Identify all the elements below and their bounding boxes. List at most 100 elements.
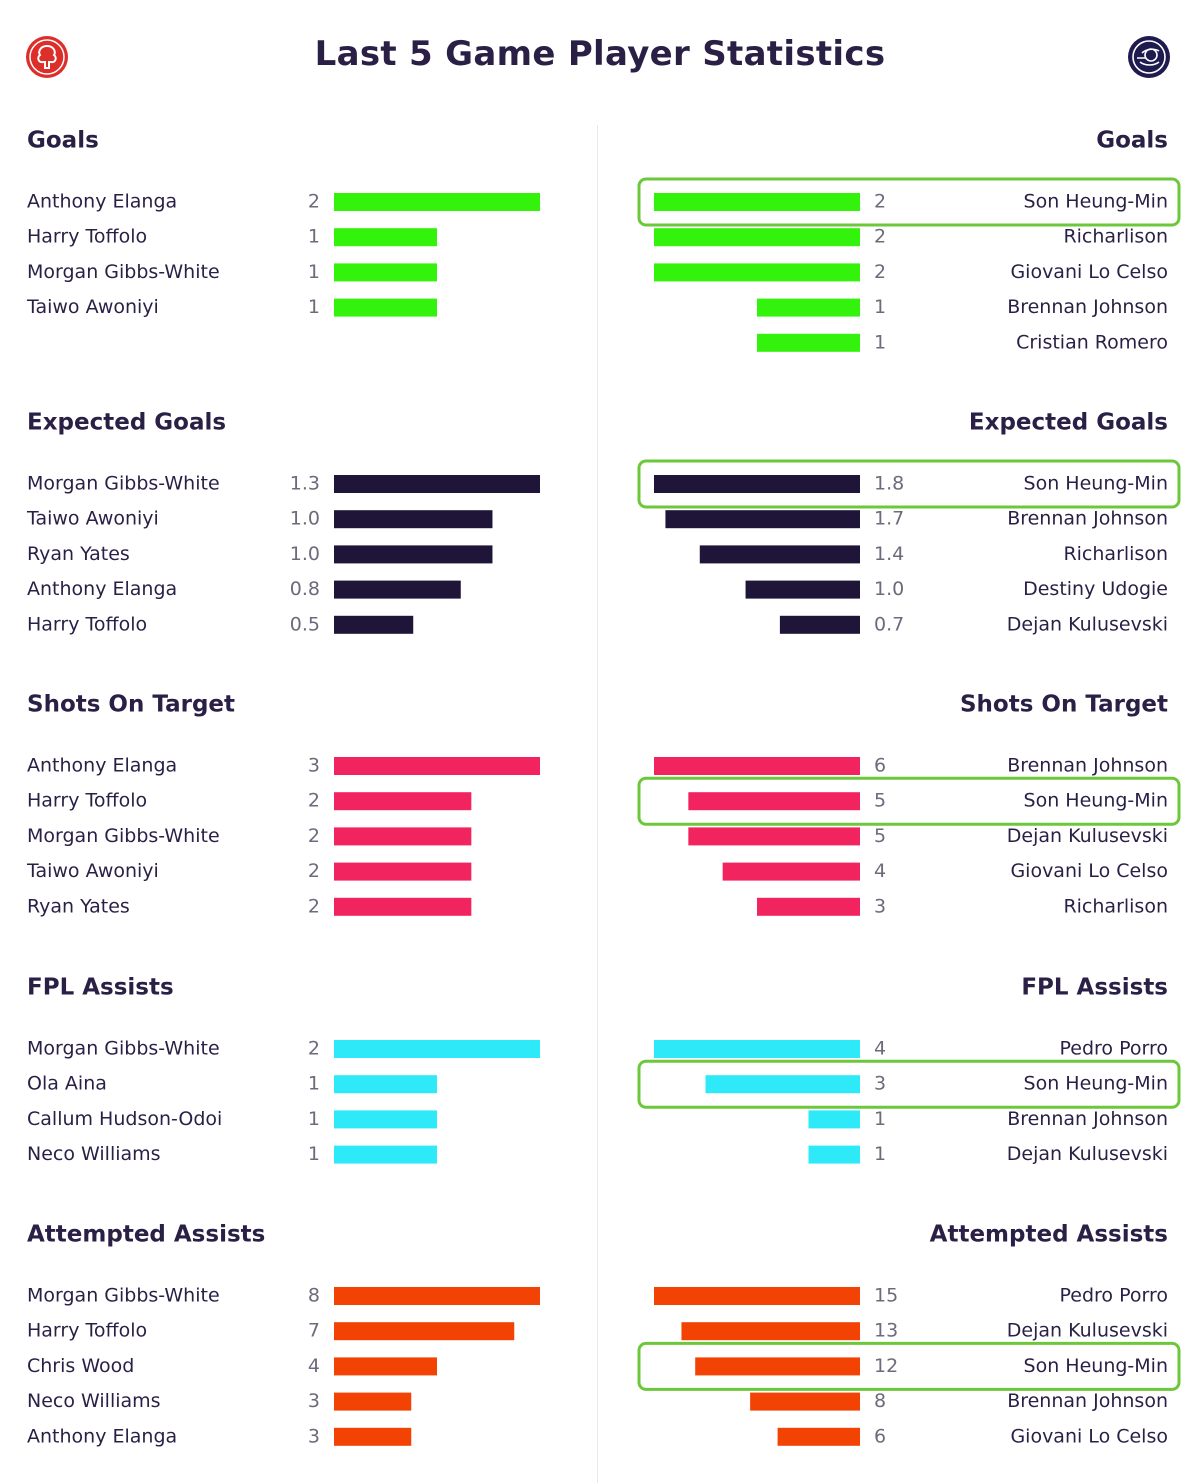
page-title: Last 5 Game Player Statistics bbox=[314, 34, 886, 74]
chart-title-right: Attempted Assists bbox=[930, 1222, 1168, 1248]
value-label: 3 bbox=[874, 1073, 886, 1095]
bar bbox=[334, 193, 540, 211]
chart-title-left: Shots On Target bbox=[27, 692, 235, 718]
value-label: 1.0 bbox=[874, 578, 904, 600]
value-label: 15 bbox=[874, 1285, 898, 1307]
bar bbox=[665, 510, 860, 529]
tottenham-hotspur-crest-icon bbox=[1128, 36, 1170, 78]
value-label: 1.0 bbox=[290, 543, 320, 565]
player-name: Dejan Kulusevski bbox=[1007, 825, 1168, 847]
player-name: Taiwo Awoniyi bbox=[26, 296, 159, 318]
value-label: 1.8 bbox=[874, 473, 904, 495]
player-name: Brennan Johnson bbox=[1007, 755, 1168, 777]
player-name: Taiwo Awoniyi bbox=[26, 860, 159, 882]
value-label: 8 bbox=[308, 1285, 320, 1307]
value-label: 3 bbox=[308, 1390, 320, 1412]
value-label: 2 bbox=[308, 825, 320, 847]
value-label: 4 bbox=[874, 1038, 886, 1060]
value-label: 2 bbox=[308, 790, 320, 812]
player-name: Morgan Gibbs-White bbox=[27, 1285, 220, 1307]
player-name: Brennan Johnson bbox=[1007, 508, 1168, 530]
bar bbox=[688, 827, 860, 846]
bar bbox=[757, 333, 860, 352]
bar bbox=[654, 263, 860, 282]
player-name: Morgan Gibbs-White bbox=[27, 473, 220, 495]
player-name: Harry Toffolo bbox=[27, 226, 147, 248]
player-name: Brennan Johnson bbox=[1007, 1108, 1168, 1130]
bar bbox=[699, 545, 860, 564]
bar bbox=[757, 298, 860, 317]
player-name: Son Heung-Min bbox=[1024, 790, 1168, 812]
bar bbox=[757, 897, 860, 916]
value-label: 6 bbox=[874, 1425, 886, 1447]
player-name: Giovani Lo Celso bbox=[1010, 261, 1168, 283]
value-label: 1 bbox=[308, 296, 320, 318]
value-label: 1 bbox=[874, 296, 886, 318]
chart-title-right: Expected Goals bbox=[969, 410, 1168, 436]
bar bbox=[334, 862, 472, 881]
value-label: 3 bbox=[308, 1425, 320, 1447]
player-name: Son Heung-Min bbox=[1024, 473, 1168, 495]
bar bbox=[334, 545, 493, 564]
value-label: 1 bbox=[308, 261, 320, 283]
value-label: 12 bbox=[874, 1355, 898, 1377]
value-label: 5 bbox=[874, 790, 886, 812]
player-name: Morgan Gibbs-White bbox=[27, 825, 220, 847]
column-divider bbox=[597, 125, 598, 1483]
value-label: 2 bbox=[308, 1038, 320, 1060]
value-label: 2 bbox=[308, 860, 320, 882]
player-name: Pedro Porro bbox=[1060, 1285, 1169, 1307]
value-label: 6 bbox=[874, 755, 886, 777]
player-name: Pedro Porro bbox=[1060, 1038, 1169, 1060]
value-label: 2 bbox=[874, 226, 886, 248]
player-name: Morgan Gibbs-White bbox=[27, 1038, 220, 1060]
bar bbox=[334, 580, 461, 599]
player-name: Dejan Kulusevski bbox=[1007, 1143, 1168, 1165]
bar bbox=[334, 615, 414, 634]
player-name: Richarlison bbox=[1063, 895, 1168, 917]
highlight-box bbox=[637, 1341, 1181, 1391]
header: Last 5 Game Player Statistics bbox=[0, 0, 1200, 110]
highlight-box bbox=[637, 459, 1181, 509]
player-name: Anthony Elanga bbox=[27, 578, 177, 600]
value-label: 4 bbox=[874, 860, 886, 882]
value-label: 1.3 bbox=[290, 473, 320, 495]
player-name: Son Heung-Min bbox=[1024, 191, 1168, 213]
player-name: Cristian Romero bbox=[1016, 331, 1168, 353]
bar bbox=[808, 1145, 860, 1164]
player-name: Callum Hudson-Odoi bbox=[27, 1108, 222, 1130]
bar bbox=[688, 792, 860, 811]
chart-title-left: Attempted Assists bbox=[27, 1222, 265, 1248]
value-label: 0.7 bbox=[874, 613, 904, 635]
value-label: 3 bbox=[308, 755, 320, 777]
player-name: Ryan Yates bbox=[27, 895, 130, 917]
bar bbox=[334, 510, 493, 529]
player-name: Harry Toffolo bbox=[27, 613, 147, 635]
chart-title-right: Shots On Target bbox=[960, 692, 1168, 718]
bar bbox=[334, 1040, 540, 1058]
bar bbox=[654, 757, 860, 775]
player-name: Anthony Elanga bbox=[27, 191, 177, 213]
player-name: Destiny Udogie bbox=[1023, 578, 1168, 600]
highlight-box bbox=[637, 776, 1181, 826]
player-name: Giovani Lo Celso bbox=[1010, 860, 1168, 882]
bar bbox=[808, 1110, 860, 1129]
value-label: 1.0 bbox=[290, 508, 320, 530]
value-label: 1.4 bbox=[874, 543, 904, 565]
value-label: 4 bbox=[308, 1355, 320, 1377]
player-name: Brennan Johnson bbox=[1007, 296, 1168, 318]
value-label: 1 bbox=[874, 1143, 886, 1165]
bar bbox=[654, 1287, 860, 1305]
highlight-box bbox=[637, 1059, 1181, 1109]
player-name: Neco Williams bbox=[27, 1390, 161, 1412]
player-name: Anthony Elanga bbox=[27, 755, 177, 777]
player-name: Giovani Lo Celso bbox=[1010, 1425, 1168, 1447]
bar bbox=[750, 1392, 860, 1411]
chart-title-left: Expected Goals bbox=[27, 410, 226, 436]
value-label: 1 bbox=[308, 1073, 320, 1095]
bar bbox=[745, 580, 860, 599]
player-name: Dejan Kulusevski bbox=[1007, 613, 1168, 635]
bar bbox=[654, 1040, 860, 1058]
bar bbox=[334, 1392, 412, 1411]
bar bbox=[334, 757, 540, 775]
